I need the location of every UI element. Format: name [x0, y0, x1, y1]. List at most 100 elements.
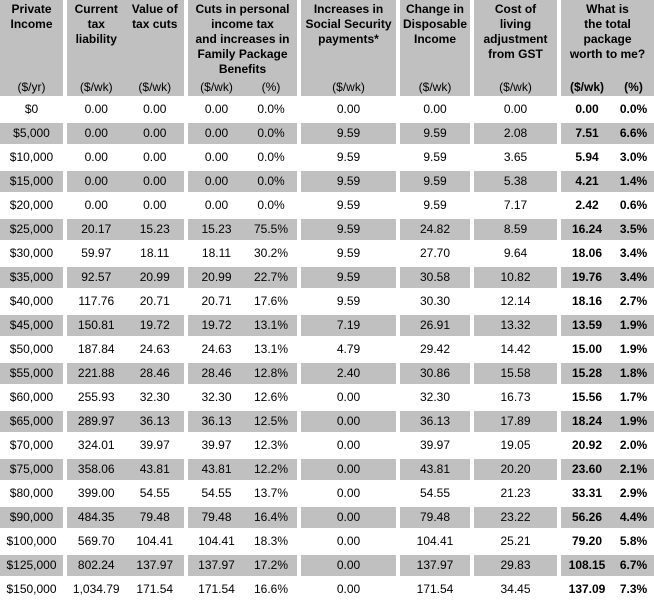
- header-units: ($/wk): [400, 80, 470, 94]
- table-cell: 0.00: [84, 102, 108, 116]
- row-cell-group: 15.23 75.5%: [188, 219, 297, 240]
- table-cell: 484.35: [77, 510, 115, 524]
- row-cell-group: 9.59: [301, 195, 396, 216]
- row-cell-group: 137.97 17.2%: [188, 555, 297, 576]
- table-cell: 17.89: [500, 414, 531, 428]
- table-cell: 36.13: [139, 414, 170, 428]
- row-cell-group: 16.24 3.5%: [561, 219, 654, 240]
- header-title: Change in Disposable Income: [402, 2, 468, 46]
- table-cell: 13.7%: [253, 486, 289, 500]
- table-cell: $0: [24, 102, 39, 116]
- table-cell: 2.9%: [619, 486, 648, 500]
- row-cell-group: 14.42: [474, 339, 557, 360]
- table-cell: 3.4%: [619, 246, 648, 260]
- table-cell: 7.17: [503, 198, 528, 212]
- table-cell: 13.1%: [253, 318, 289, 332]
- row-cell-group: $5,000: [0, 123, 63, 144]
- table-cell: 0.00: [336, 582, 361, 596]
- row-cell-group: 8.59: [474, 219, 557, 240]
- row-cell-group: 117.76 20.71: [67, 291, 184, 312]
- table-cell: 569.70: [77, 534, 115, 548]
- row-cell-group: 19.76 3.4%: [561, 267, 654, 288]
- row-cell-group: 9.59: [301, 171, 396, 192]
- table-cell: $65,000: [9, 414, 54, 428]
- table-cell: 0.0%: [619, 102, 648, 116]
- table-cell: 0.00: [84, 198, 108, 212]
- table-cell: 0.00: [143, 174, 167, 188]
- table-cell: 8.59: [503, 222, 528, 236]
- table-cell: 17.6%: [253, 294, 289, 308]
- table-cell: 79.48: [419, 510, 451, 524]
- table-cell: 5.8%: [619, 534, 648, 548]
- table-cell: 20.71: [139, 294, 170, 308]
- header-units: ($/yr): [0, 80, 63, 94]
- row-cell-group: 0.00: [301, 387, 396, 408]
- row-cell-group: 2.08: [474, 123, 557, 144]
- row-cell-group: 0.00: [474, 99, 557, 120]
- row-cell-group: 23.22: [474, 507, 557, 528]
- table-row: $55,000 221.88 28.46 28.46 12.8% 2.40 30.86 15.…: [0, 363, 654, 384]
- row-cell-group: 3.65: [474, 147, 557, 168]
- table-row: $45,000 150.81 19.72 19.72 13.1% 7.19 26.91 13.…: [0, 315, 654, 336]
- table-cell: 3.65: [503, 150, 528, 164]
- table-cell: 0.00: [143, 102, 167, 116]
- table-row: $150,000 1,034.79 171.54 171.54 16.6% 0.00 171…: [0, 579, 654, 600]
- table-cell: $45,000: [9, 318, 54, 332]
- row-cell-group: 104.41: [400, 531, 470, 552]
- row-cell-group: 79.48 16.4%: [188, 507, 297, 528]
- table-cell: 2.7%: [619, 294, 648, 308]
- table-cell: 22.7%: [253, 270, 289, 284]
- table-cell: $100,000: [6, 534, 57, 548]
- row-cell-group: 19.72 13.1%: [188, 315, 297, 336]
- table-cell: 0.00: [143, 150, 167, 164]
- header-titles: Cuts in personal income tax and increase…: [188, 2, 297, 77]
- table-cell: 9.59: [423, 198, 447, 212]
- table-cell: 56.26: [571, 510, 603, 524]
- row-cell-group: 324.01 39.97: [67, 435, 184, 456]
- table-cell: 1.9%: [619, 342, 648, 356]
- table-cell: 0.00: [503, 102, 528, 116]
- row-cell-group: $75,000: [0, 459, 63, 480]
- table-cell: 12.3%: [253, 438, 289, 452]
- column-unit: ($/wk): [499, 80, 532, 94]
- row-cell-group: 20.99 22.7%: [188, 267, 297, 288]
- row-cell-group: 27.70: [400, 243, 470, 264]
- table-cell: 23.22: [500, 510, 531, 524]
- table-cell: 18.16: [571, 294, 603, 308]
- table-cell: 30.2%: [253, 246, 289, 260]
- table-cell: $15,000: [9, 174, 54, 188]
- row-cell-group: 24.82: [400, 219, 470, 240]
- table-cell: 9.59: [336, 270, 361, 284]
- table-cell: 13.59: [571, 318, 603, 332]
- table-cell: 0.00: [336, 414, 361, 428]
- table-cell: $35,000: [9, 270, 54, 284]
- table-cell: 0.00: [336, 102, 361, 116]
- row-cell-group: 0.00 0.0%: [188, 147, 297, 168]
- row-cell-group: 0.00: [301, 435, 396, 456]
- row-cell-group: 0.00 0.00: [67, 147, 184, 168]
- table-cell: 92.57: [81, 270, 112, 284]
- row-cell-group: 36.13: [400, 411, 470, 432]
- table-cell: 18.11: [140, 246, 170, 260]
- table-cell: 15.00: [571, 342, 603, 356]
- row-cell-group: 15.56 1.7%: [561, 387, 654, 408]
- table-cell: 2.42: [575, 198, 599, 212]
- table-cell: 54.55: [139, 486, 170, 500]
- row-cell-group: 23.60 2.1%: [561, 459, 654, 480]
- row-cell-group: 7.17: [474, 195, 557, 216]
- table-cell: 3.5%: [619, 222, 648, 236]
- table-cell: 12.8%: [253, 366, 289, 380]
- row-cell-group: 34.45: [474, 579, 557, 600]
- table-cell: 15.23: [201, 222, 232, 236]
- table-cell: 6.7%: [619, 558, 648, 572]
- table-cell: $5,000: [13, 126, 50, 140]
- row-cell-group: 9.59: [301, 219, 396, 240]
- table-row: $125,000 802.24 137.97 137.97 17.2% 0.00 137.9…: [0, 555, 654, 576]
- table-cell: 20.71: [201, 294, 232, 308]
- table-cell: 13.1%: [253, 342, 289, 356]
- table-row: $70,000 324.01 39.97 39.97 12.3% 0.00 39.97 19.…: [0, 435, 654, 456]
- table-cell: $40,000: [9, 294, 54, 308]
- table-cell: 9.59: [336, 150, 361, 164]
- table-cell: 0.00: [336, 510, 361, 524]
